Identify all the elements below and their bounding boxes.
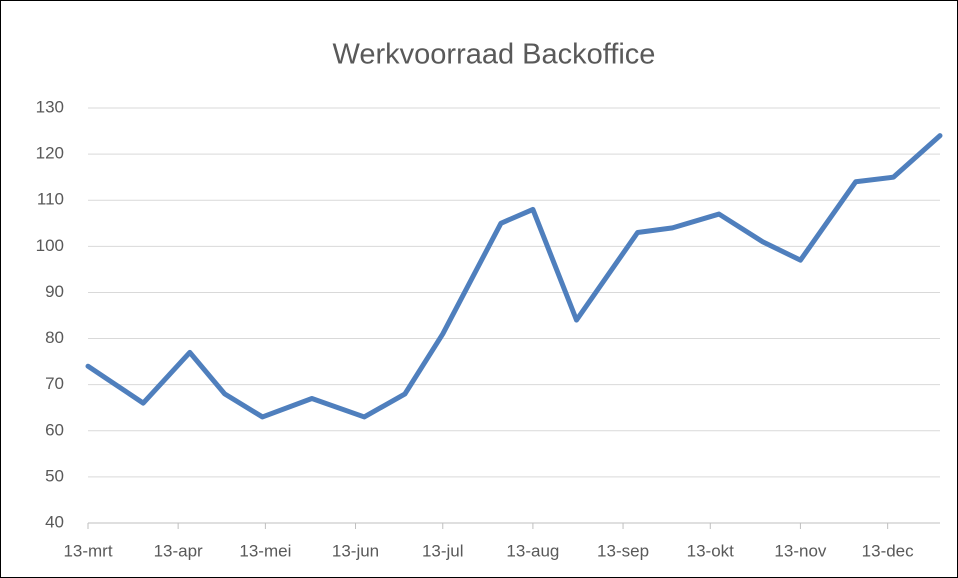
- x-tick-label: 13-mrt: [63, 541, 112, 560]
- x-tick-label: 13-dec: [862, 541, 914, 560]
- x-tick-label: 13-okt: [687, 541, 735, 560]
- y-tick-label: 90: [45, 282, 64, 301]
- y-tick-label: 50: [45, 466, 64, 485]
- y-tick-label: 120: [36, 144, 64, 163]
- y-tick-label: 110: [37, 190, 64, 209]
- data-line: [85, 133, 943, 420]
- chart-title: Werkvoorraad Backoffice: [333, 39, 656, 71]
- y-tick-label: 70: [45, 374, 64, 393]
- y-tick-label: 100: [36, 236, 64, 255]
- x-tick-label: 13-sep: [597, 541, 649, 560]
- y-tick-label: 40: [45, 512, 64, 531]
- y-tick-label: 80: [45, 328, 64, 347]
- y-tick-label: 130: [36, 97, 64, 116]
- x-tick-label: 13-mei: [239, 541, 291, 560]
- x-tick-label: 13-jun: [332, 541, 379, 560]
- x-tick-label: 13-aug: [506, 541, 559, 560]
- x-tick-label: 13-jul: [422, 541, 464, 560]
- x-tick-label: 13-nov: [774, 541, 826, 560]
- y-tick-label: 60: [45, 420, 64, 439]
- x-tick-label: 13-apr: [154, 541, 203, 560]
